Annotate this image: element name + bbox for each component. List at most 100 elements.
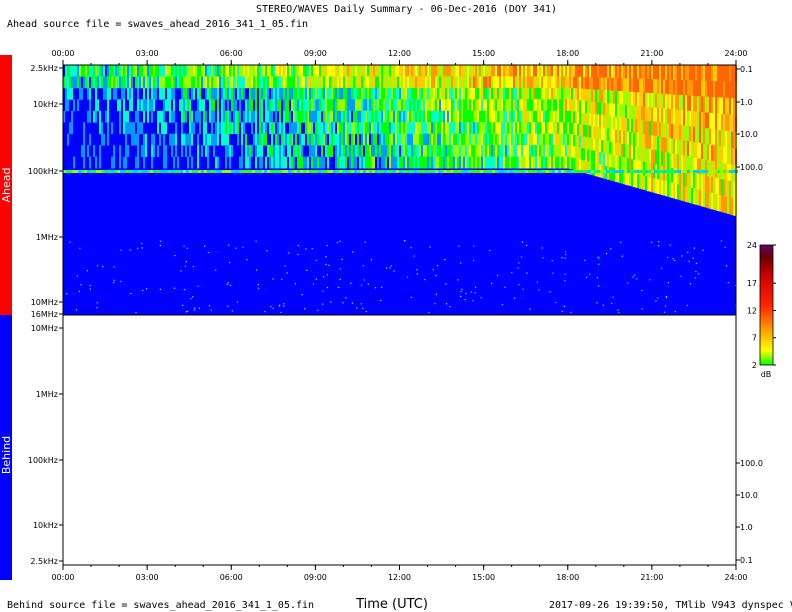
heatmap-band [357,170,360,173]
heatmap-cell [591,65,593,78]
heatmap-cell [117,76,119,89]
heatmap-cell [297,76,299,89]
heatmap-cell [697,189,699,206]
heatmap-cell [301,65,303,77]
heatmap-band [645,170,648,173]
heatmap-cell [289,156,291,169]
heatmap-cell [153,87,155,100]
heatmap-cell [423,76,425,89]
heatmap-cell [385,156,387,169]
heatmap-band [624,170,627,173]
heatmap-cell [331,133,333,146]
heatmap-speck [242,246,244,248]
heatmap-cell [171,145,173,157]
heatmap-cell [657,79,659,95]
heatmap-speck [491,282,493,284]
heatmap-speck [141,247,143,249]
heatmap-cell [189,122,191,135]
heatmap-cell [639,119,641,134]
heatmap-cell [335,110,337,123]
heatmap-cell [217,156,219,169]
heatmap-cell [87,110,89,123]
heatmap-cell [275,156,277,169]
heatmap-cell [169,99,171,112]
heatmap-speck [207,251,209,254]
heatmap-cell [325,87,327,100]
heatmap-cell [549,65,551,77]
heatmap-cell [183,99,185,112]
heatmap-cell [267,87,269,100]
heatmap-cell [729,131,731,149]
heatmap-cell [71,87,73,100]
heatmap-cell [727,98,729,115]
heatmap-band [441,170,444,173]
heatmap-cell [633,159,635,174]
heatmap-cell [447,76,449,89]
heatmap-cell [361,133,363,146]
heatmap-cell [593,138,595,152]
heatmap-speck [720,240,722,242]
heatmap-cell [583,112,585,126]
heatmap-cell [717,65,719,82]
heatmap-cell [693,126,695,143]
heatmap-cell [531,156,533,169]
heatmap-cell [693,111,695,128]
heatmap-cell [503,156,505,169]
heatmap-cell [327,122,329,135]
heatmap-cell [251,99,253,112]
heatmap-cell [619,91,621,105]
heatmap-cell [609,128,611,143]
heatmap-cell [337,133,339,146]
heatmap-cell [205,133,207,146]
heatmap-cell [681,140,683,156]
heatmap-cell [657,122,659,137]
heatmap-cell [505,87,507,100]
heatmap-cell [509,156,511,169]
heatmap-cell [261,87,263,100]
heatmap-cell [229,145,231,157]
heatmap-cell [585,125,587,138]
colorbar-tick-label: 2 [752,361,757,370]
heatmap-cell [223,87,225,100]
heatmap-cell [245,76,247,89]
heatmap-cell [581,76,583,90]
heatmap-speck [362,307,364,309]
heatmap-cell [731,181,733,199]
heatmap-cell [671,94,673,110]
x-tick-label-bottom: 06:00 [220,573,243,582]
heatmap-cell [653,178,655,193]
heatmap-cell [693,80,695,97]
heatmap-cell [613,142,615,156]
heatmap-cell [297,99,299,112]
heatmap-cell [223,65,225,77]
heatmap-cell [639,160,641,176]
heatmap-cell [671,168,673,184]
heatmap-cell [123,65,125,77]
heatmap-speck [542,257,544,259]
heatmap-cell [573,134,575,147]
heatmap-band [696,170,699,173]
ahead-freq-label: 16MHz [31,310,58,319]
heatmap-cell [575,100,577,113]
heatmap-cell [405,122,407,135]
heatmap-cell [349,99,351,112]
heatmap-cell [181,122,183,135]
heatmap-cell [619,104,621,118]
heatmap-cell [659,79,661,95]
heatmap-cell [273,145,275,157]
heatmap-cell [447,156,449,169]
heatmap-speck [413,255,415,257]
heatmap-cell [421,133,423,146]
heatmap-cell [291,65,293,77]
heatmap-speck [186,247,188,249]
heatmap-speck [449,306,451,308]
heatmap-cell [343,122,345,135]
heatmap-cell [595,89,597,103]
heatmap-cell [229,87,231,100]
heatmap-cell [123,110,125,123]
heatmap-cell [471,87,473,100]
heatmap-band [180,170,183,173]
heatmap-cell [697,142,699,159]
heatmap-cell [229,65,231,77]
heatmap-cell [277,156,279,169]
